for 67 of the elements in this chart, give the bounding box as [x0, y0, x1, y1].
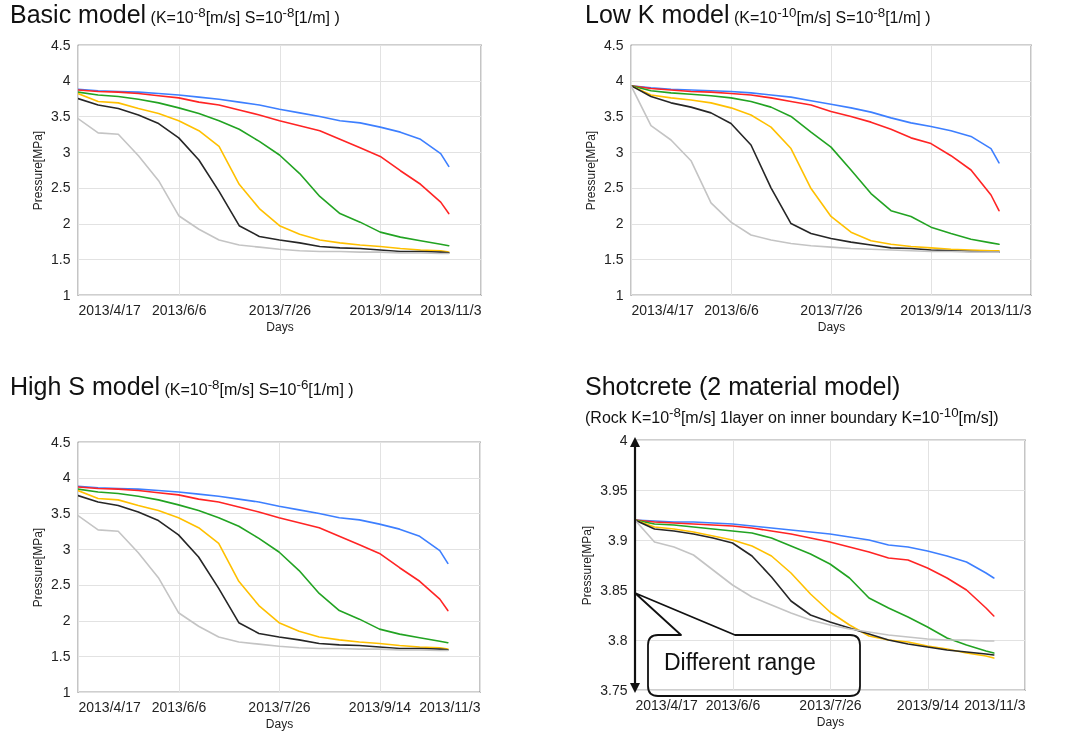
- chart-subtitle: (K=10$^{-8}$[m/s] S=10$^{-8}$[1/m] ): [149, 4, 340, 26]
- x-tick-label: 2013/6/6: [152, 301, 207, 318]
- y-tick-label: 4.5: [604, 36, 624, 53]
- chart-title: High S model: [10, 372, 161, 400]
- y-tick-label: 1.5: [51, 250, 71, 267]
- y-tick-label: 2: [615, 215, 624, 232]
- x-tick-label: 2013/9/14: [896, 696, 960, 713]
- y-axis-title: Pressure[MPa]: [31, 527, 46, 608]
- x-tick-label: 2013/9/14: [348, 698, 412, 715]
- y-tick-label: 4: [62, 72, 71, 89]
- y-tick-label: 3.5: [51, 107, 71, 124]
- y-tick-label: 4: [62, 469, 71, 486]
- y-tick-label: 2.5: [51, 179, 71, 196]
- x-axis-title: Days: [266, 319, 294, 334]
- y-tick-label: 3: [62, 540, 71, 557]
- chart-title: Basic model: [10, 0, 147, 28]
- chart-title: Shotcrete (2 material model): [585, 372, 901, 400]
- y-tick-label: 1: [62, 683, 71, 700]
- y-tick-label: 4.5: [51, 433, 71, 450]
- x-tick-label: 2013/7/26: [248, 301, 312, 318]
- x-tick-label: 2013/11/3: [970, 301, 1032, 318]
- y-tick-label: 4: [615, 72, 624, 89]
- annotation: Different range: [664, 649, 816, 676]
- y-tick-label: 3.8: [608, 631, 628, 648]
- chart-subtitle: (K=10$^{-10}$[m/s] S=10$^{-8}$[1/m] ): [732, 4, 931, 26]
- y-axis-title: Pressure[MPa]: [584, 130, 599, 211]
- x-tick-label: 2013/7/26: [248, 698, 311, 715]
- y-tick-label: 3: [62, 143, 71, 160]
- x-tick-label: 2013/11/3: [420, 301, 482, 318]
- x-tick-label: 2013/7/26: [800, 301, 863, 318]
- x-tick-label: 2013/6/6: [704, 301, 759, 318]
- y-axis-title: Pressure[MPa]: [580, 525, 595, 606]
- y-tick-label: 3.5: [604, 107, 624, 124]
- x-tick-label: 2013/9/14: [349, 301, 413, 318]
- y-tick-label: 1: [615, 286, 624, 303]
- x-tick-label: 2013/4/17: [631, 301, 694, 318]
- x-tick-label: 2013/11/3: [419, 698, 481, 715]
- chart-subtitle: (Rock K=10$^{-8}$[m/s] 1layer on inner boundary K=10$^{-10}$[m/s]): [585, 405, 999, 428]
- x-tick-label: 2013/11/3: [964, 696, 1026, 713]
- x-tick-label: 2013/9/14: [900, 301, 963, 318]
- x-tick-label: 2013/6/6: [151, 698, 207, 715]
- x-tick-label: 2013/7/26: [799, 696, 862, 713]
- y-tick-label: 1.5: [51, 647, 71, 664]
- y-tick-label: 2.5: [51, 576, 71, 593]
- y-tick-label: 1.5: [604, 250, 624, 267]
- x-axis-title: Days: [265, 716, 294, 731]
- y-tick-label: 2.5: [604, 179, 624, 196]
- y-tick-label: 4.5: [51, 36, 71, 53]
- y-tick-label: 3.95: [600, 481, 628, 498]
- y-tick-label: 3: [615, 143, 624, 160]
- chart-subtitle: (K=10$^{-8}$[m/s] S=10$^{-6}$[1/m] ): [163, 376, 354, 398]
- y-tick-label: 3.5: [51, 504, 71, 521]
- y-tick-label: 3.9: [608, 531, 628, 548]
- y-tick-label: 3.85: [600, 581, 628, 598]
- y-tick-label: 4: [619, 431, 628, 448]
- y-axis-title: Pressure[MPa]: [31, 130, 46, 211]
- x-tick-label: 2013/4/17: [78, 698, 141, 715]
- x-tick-label: 2013/6/6: [705, 696, 761, 713]
- x-tick-label: 2013/4/17: [635, 696, 698, 713]
- y-tick-label: 3.75: [600, 681, 628, 698]
- y-tick-label: 1: [62, 286, 71, 303]
- y-tick-label: 2: [62, 215, 71, 232]
- x-axis-title: Days: [817, 319, 846, 334]
- x-axis-title: Days: [816, 714, 845, 729]
- x-tick-label: 2013/4/17: [78, 301, 141, 318]
- chart-title: Low K model: [585, 0, 730, 28]
- y-tick-label: 2: [62, 612, 71, 629]
